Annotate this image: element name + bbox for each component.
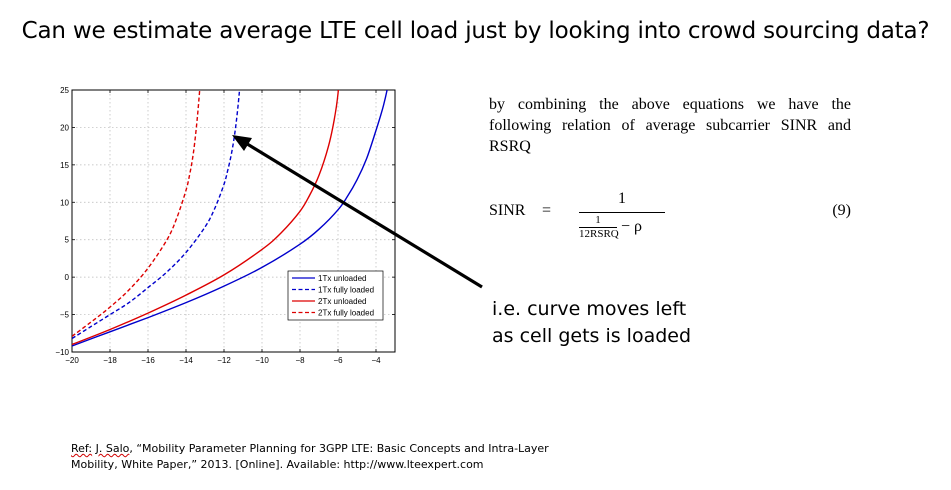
sinr-equation: SINR = 1 1 12RSRQ − ρ (9) bbox=[489, 190, 851, 246]
arrow-shaft bbox=[243, 140, 483, 289]
equation-number: (9) bbox=[832, 202, 851, 219]
series-line-1 bbox=[72, 90, 388, 347]
arrow-head bbox=[232, 135, 252, 151]
legend-box bbox=[287, 270, 384, 321]
inner-fraction-bar bbox=[579, 227, 617, 228]
paper-text: by combining the above equations we have… bbox=[489, 96, 851, 155]
annotation-line-1: i.e. curve moves left bbox=[492, 298, 687, 320]
x-tick-label: −20 bbox=[65, 356, 79, 365]
x-tick-label: −16 bbox=[141, 356, 155, 365]
equation-lhs: SINR bbox=[489, 202, 526, 219]
y-tick-label: −5 bbox=[60, 311, 70, 320]
y-tick-label: 5 bbox=[65, 236, 70, 245]
y-tick-label: 15 bbox=[60, 161, 69, 170]
series-layer bbox=[72, 90, 388, 347]
fraction-bar bbox=[579, 212, 665, 213]
x-tick-label: −12 bbox=[217, 356, 231, 365]
legend-label: 2Tx fully loaded bbox=[318, 309, 374, 318]
series-line-3 bbox=[72, 90, 340, 346]
y-tick-label: 10 bbox=[60, 198, 69, 207]
annotation-arrow bbox=[232, 135, 483, 289]
legend: 1Tx unloaded 1Tx fully loaded 2Tx unloaded… bbox=[287, 270, 384, 321]
tick-layer: −20 −18 −16 −14 −12 −10 −8 −6 −4 −10 −5 0 5 10 15 20 25 bbox=[55, 86, 395, 365]
slide-title: Can we estimate average LTE cell load ju… bbox=[21, 18, 930, 44]
x-tick-label: −4 bbox=[371, 356, 381, 365]
x-tick-label: −6 bbox=[333, 356, 343, 365]
equation-equals: = bbox=[542, 202, 552, 219]
legend-label: 2Tx unloaded bbox=[318, 297, 366, 306]
minus-rho: − ρ bbox=[621, 218, 643, 235]
legend-label: 1Tx unloaded bbox=[318, 274, 366, 283]
legend-label: 1Tx fully loaded bbox=[318, 286, 374, 295]
y-tick-label: 20 bbox=[60, 123, 69, 132]
series-line-4 bbox=[72, 90, 201, 337]
y-tick-label: 0 bbox=[65, 273, 70, 282]
reference: Ref: J. Salo, “Mobility Parameter Planni… bbox=[71, 441, 591, 473]
inner-fraction: 1 12RSRQ bbox=[579, 214, 619, 240]
x-tick-label: −18 bbox=[103, 356, 117, 365]
x-tick-label: −10 bbox=[255, 356, 269, 365]
inner-numerator: 1 bbox=[595, 214, 601, 226]
reference-rest: , “Mobility Parameter Planning for 3GPP … bbox=[71, 442, 549, 471]
equation-numerator: 1 bbox=[618, 190, 626, 207]
reference-author: J. Salo bbox=[95, 442, 130, 455]
x-tick-label: −14 bbox=[179, 356, 193, 365]
annotation-line-2: as cell gets is loaded bbox=[492, 325, 692, 347]
reference-prefix: Ref: bbox=[71, 442, 93, 455]
inner-denominator: 12RSRQ bbox=[579, 228, 619, 240]
annotation-text: i.e. curve moves left as cell gets is lo… bbox=[492, 296, 691, 350]
x-tick-label: −8 bbox=[295, 356, 305, 365]
y-tick-label: −10 bbox=[55, 348, 69, 357]
y-tick-label: 25 bbox=[60, 86, 69, 95]
